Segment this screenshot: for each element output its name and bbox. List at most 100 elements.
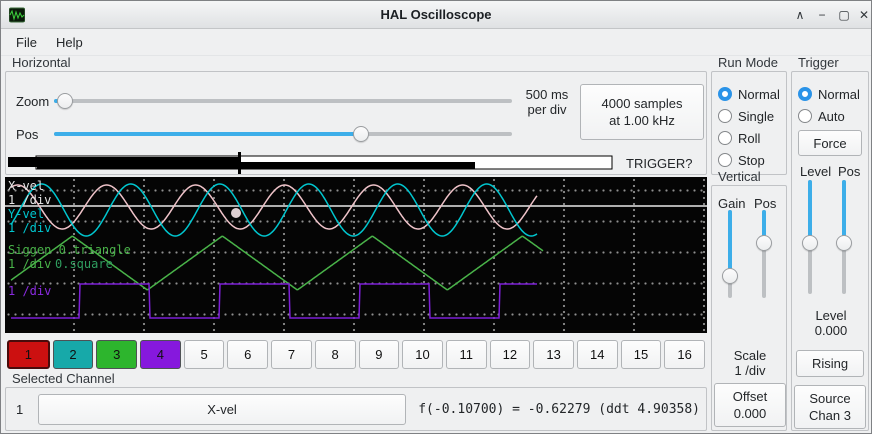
channel-button-5[interactable]: 5 [183,340,225,369]
trigger-normal-radio[interactable]: Normal [798,86,860,102]
timebase-line1: 500 ms [525,87,569,102]
channel-button-9[interactable]: 9 [358,340,400,369]
channel-button-15[interactable]: 15 [620,340,662,369]
channel-button-4[interactable]: 4 [140,340,181,369]
runmode-single-label: Single [738,108,775,124]
scale-value: 1 /div [734,363,766,378]
zoom-slider-track[interactable] [54,99,512,103]
offset-button-line2: 0.000 [733,406,767,421]
edge-button-label: Rising [811,356,849,371]
radio-icon [718,87,732,101]
close-icon: ✕ [858,8,870,22]
channel-button-2[interactable]: 2 [52,340,94,369]
channel-button-6[interactable]: 6 [227,340,269,369]
trigger-pos-handle[interactable] [836,234,852,251]
wave-siggen-triangle [10,235,544,291]
trigger-level-readout-value: 0.000 [814,323,848,338]
trigger-level-handle[interactable] [802,234,818,251]
buffer-fill [37,162,475,169]
runmode-normal-radio[interactable]: Normal [718,86,780,102]
vertical-pos-handle[interactable] [756,235,772,252]
channel-button-7[interactable]: 7 [271,340,312,369]
runmode-roll-radio[interactable]: Roll [718,130,760,146]
channel-button-16[interactable]: 16 [664,340,705,369]
trigger-auto-radio[interactable]: Auto [798,108,845,124]
minimize-button[interactable]: − [813,6,831,24]
samples-line1: 4000 samples [601,96,683,111]
scope-canvas [5,183,707,319]
force-button[interactable]: Force [798,130,862,156]
trigger-group-title: Trigger [798,55,839,70]
gain-slider-handle[interactable] [722,268,738,284]
trigger-level-readout-label: Level [815,308,847,323]
run-mode-group: Run Mode Normal Single Roll Stop [711,55,787,175]
trigger-pos-fill [842,180,846,243]
vertical-group: Vertical Gain Pos Scale 1 /div Offset 0.… [711,169,787,431]
menu-file[interactable]: File [16,35,37,50]
radio-icon [718,153,732,167]
channel-button-12[interactable]: 12 [489,340,531,369]
menubar: File Help [1,29,871,56]
selected-channel-group: Selected Channel 1 X-vel f(-0.10700) = -… [5,371,707,431]
selected-channel-index: 1 [16,402,24,417]
run-mode-group-title: Run Mode [718,55,778,70]
zoom-slider[interactable] [54,93,512,109]
samples-button[interactable]: 4000 samples at 1.00 kHz [580,84,704,140]
edge-button[interactable]: Rising [796,350,864,377]
zoom-slider-handle[interactable] [57,93,74,109]
gain-label: Gain [718,196,746,211]
channel-name-button[interactable]: X-vel [38,394,406,425]
channel-name-button-label: X-vel [207,402,237,417]
horizontal-group-title: Horizontal [12,55,71,70]
channel-button-11[interactable]: 11 [445,340,487,369]
trigger-marker-dot[interactable] [231,208,241,218]
radio-icon [798,87,812,101]
buffer-position-widget[interactable] [8,152,614,174]
trigger-level-readout: Level 0.000 [792,308,870,338]
runmode-single-radio[interactable]: Single [718,108,774,124]
pos-slider-handle[interactable] [352,126,369,142]
gain-slider-fill [728,210,732,276]
runmode-stop-radio[interactable]: Stop [718,152,765,168]
minimize-icon: − [818,8,826,22]
scope-label: 1 /div [8,221,52,235]
trigger-level-fill [808,180,812,243]
channel-button-10[interactable]: 10 [402,340,443,369]
channel-button-row: 1 2 3 4 5 6 7 8 9 10 11 12 13 14 15 16 [7,340,705,369]
timebase-label: 500 ms per div [516,87,578,117]
runmode-stop-label: Stop [738,152,765,168]
offset-button[interactable]: Offset 0.000 [714,383,786,427]
buffer-view-bar [8,157,240,167]
scope-display[interactable]: X-vel 1 /div Y-vel 1 /div Siggen 0.triangle 1… [5,177,707,333]
trigger-normal-label: Normal [818,86,860,102]
channel-button-3[interactable]: 3 [96,340,138,369]
gain-slider[interactable] [722,210,738,298]
close-button[interactable]: ✕ [855,6,871,24]
trigger-position-tick[interactable] [238,152,241,174]
maximize-icon: ▢ [838,8,850,22]
trigger-level-slider[interactable] [802,180,818,294]
radio-icon [718,131,732,145]
window-title: HAL Oscilloscope [380,7,492,22]
trigger-question-label: TRIGGER? [626,156,693,171]
pos-slider[interactable] [54,126,512,142]
channel-button-13[interactable]: 13 [533,340,574,369]
shade-icon: ∧ [795,8,805,22]
channel-button-8[interactable]: 8 [314,340,356,369]
channel-button-1[interactable]: 1 [7,340,50,369]
channel-readout: f(-0.10700) = -0.62279 (ddt 4.90358) [418,402,700,417]
pos-slider-fill [54,132,361,136]
channel-button-14[interactable]: 14 [576,340,618,369]
maximize-button[interactable]: ▢ [835,6,853,24]
scope-label: 1 /div [8,257,52,271]
menu-help[interactable]: Help [56,35,83,50]
trigger-group: Trigger Normal Auto Force Level Pos Leve… [791,55,870,431]
source-button-line1: Source [809,391,851,406]
titlebar: HAL Oscilloscope ∧ − ▢ ✕ [1,1,871,29]
trigger-pos-slider[interactable] [836,180,852,294]
vertical-pos-slider[interactable] [756,210,772,298]
scope-label: X-vel [8,179,45,193]
source-button[interactable]: Source Chan 3 [794,385,866,429]
shade-button[interactable]: ∧ [791,6,809,24]
vertical-pos-track[interactable] [762,210,766,298]
